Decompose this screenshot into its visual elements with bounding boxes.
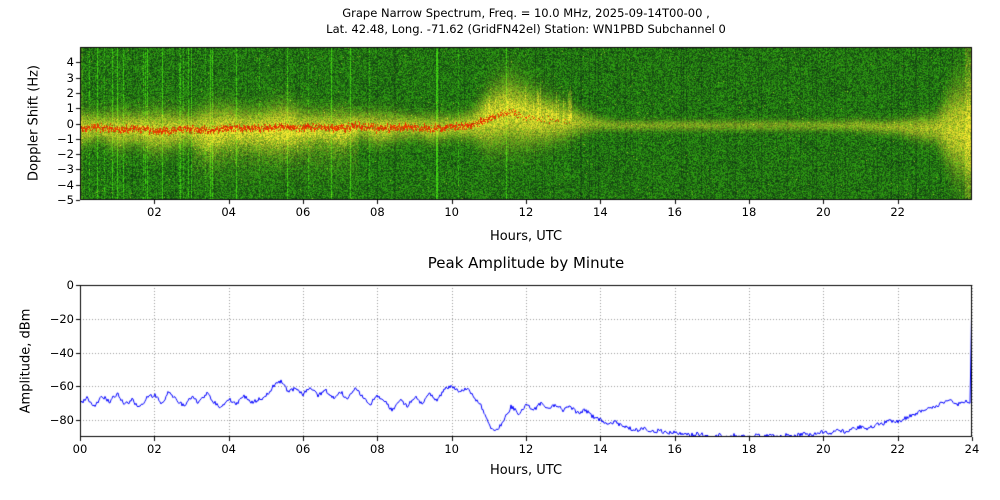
amplitude-ytick-label: −20 (49, 311, 74, 326)
spectrogram-ytick-label: 2 (66, 85, 74, 100)
spectrogram-xtick-label: 06 (295, 205, 311, 219)
amplitude-ylabel: Amplitude, dBm (18, 308, 34, 414)
spectrogram-ytick-label: −5 (57, 193, 74, 207)
amplitude-xtick-label: 00 (72, 442, 88, 456)
spectrogram-ytick-label: −4 (57, 177, 74, 192)
spectrogram-xtick-label: 22 (890, 205, 905, 219)
spectrogram-xtick-label: 04 (221, 205, 236, 219)
spectrogram-xtick-label: 10 (444, 205, 459, 219)
spectrogram-xtick-label: 20 (816, 205, 831, 219)
spectrogram-ytick-label: 1 (66, 101, 74, 116)
spectrogram-xtick-label: 18 (741, 205, 757, 219)
spectrogram-xtick-label: 14 (593, 205, 608, 219)
spectrogram-xlabel: Hours, UTC (489, 229, 563, 244)
amplitude-ytick-label: −80 (49, 413, 74, 428)
spectrogram-ytick-label: 0 (66, 116, 74, 131)
amplitude-xtick-label: 18 (741, 442, 757, 456)
spectrogram-xtick-label: 12 (518, 205, 534, 219)
amplitude-title: Peak Amplitude by Minute (427, 254, 625, 272)
amplitude-ytick-label: 0 (66, 278, 74, 292)
amplitude-xtick-label: 10 (444, 442, 459, 456)
amplitude-xtick-label: 04 (221, 442, 236, 456)
spectrogram-ytick-label: −2 (57, 147, 74, 162)
spectrogram-ytick-label: −1 (57, 131, 74, 146)
amplitude-ytick-label: −40 (49, 345, 74, 360)
amplitude-xtick-label: 12 (518, 442, 534, 456)
amplitude-ytick-label: −60 (49, 379, 74, 394)
spectrogram-ytick-label: −3 (57, 162, 74, 177)
spectrogram-ytick-label: 3 (66, 70, 74, 85)
spectrogram-title-line1: Grape Narrow Spectrum, Freq. = 10.0 MHz,… (342, 6, 710, 20)
spectrogram-xtick-label: 02 (147, 205, 162, 219)
amplitude-xtick-label: 14 (593, 442, 608, 456)
amplitude-xtick-label: 02 (147, 442, 162, 456)
spectrogram-ytick-label: 4 (66, 55, 74, 70)
spectrogram-xtick-label: 16 (667, 205, 682, 219)
amplitude-xtick-label: 16 (667, 442, 682, 456)
amplitude-xtick-label: 22 (890, 442, 905, 456)
amplitude-xlabel: Hours, UTC (489, 463, 563, 478)
amplitude-xtick-label: 20 (816, 442, 831, 456)
amplitude-xtick-label: 06 (295, 442, 311, 456)
amplitude-xtick-label: 08 (370, 442, 385, 456)
amplitude-xtick-label: 24 (964, 442, 980, 456)
spectrogram-xtick-label: 08 (370, 205, 385, 219)
spectrogram-title-line2: Lat. 42.48, Long. -71.62 (GridFN42el) St… (326, 22, 726, 36)
